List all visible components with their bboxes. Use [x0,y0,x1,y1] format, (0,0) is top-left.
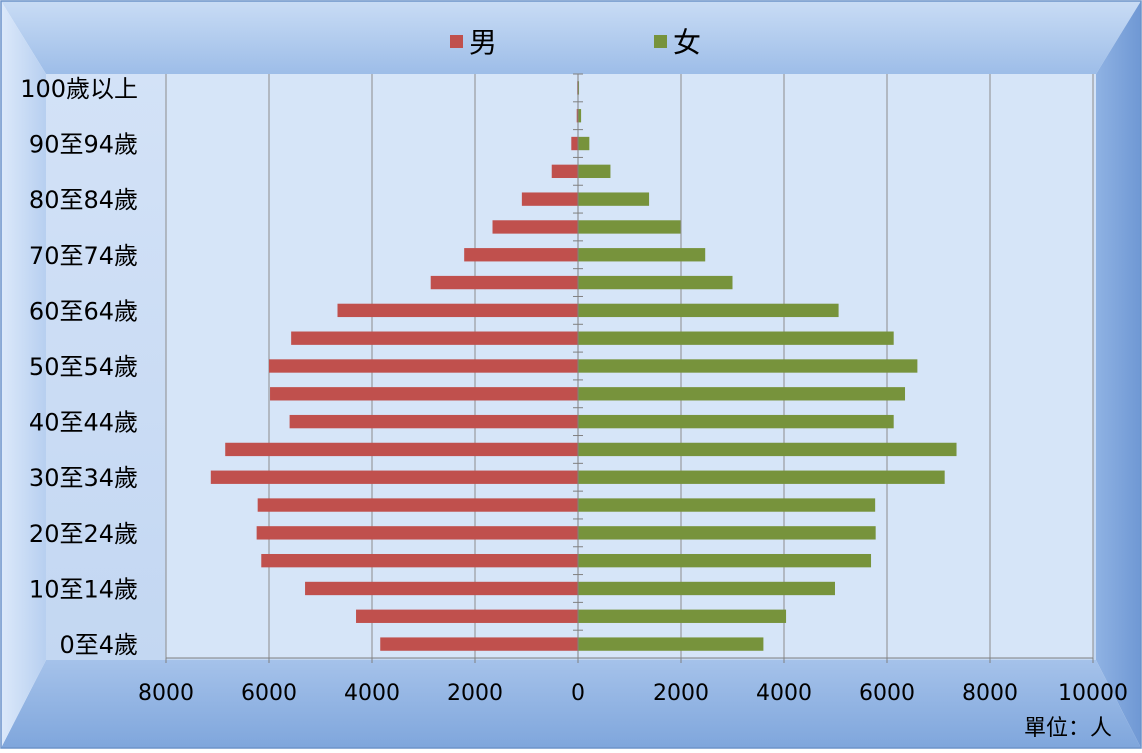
bar-female [578,109,582,123]
bar-male [356,609,578,623]
x-tick-label: 8000 [138,681,194,706]
bar-female [578,136,590,151]
y-tick-label: 40至44歲 [29,409,138,437]
y-axis-tick-labels: 0至4歲 10至14歲 20至24歲 30至34歲 40至44歲 50至54歲 60至64歲… [20,75,138,659]
x-tick-label: 2000 [653,681,709,706]
bar-female [578,248,706,262]
y-tick-label: 20至24歲 [29,520,138,548]
x-tick-label: 4000 [756,681,812,706]
y-tick-label: 50至54歲 [29,353,138,381]
y-tick-label: 30至34歲 [29,464,138,492]
bars [210,81,957,651]
bar-male [257,498,578,512]
bar-female [578,498,876,512]
legend-swatch-male [450,35,463,48]
bar-male [256,526,578,540]
y-tick-label: 60至64歲 [29,297,138,325]
bar-male [337,303,578,318]
legend-label-male: 男 [469,26,497,59]
bar-male [551,164,578,179]
x-tick-label: 0 [571,681,585,706]
bar-female [578,470,945,484]
x-tick-label: 4000 [344,681,400,706]
bar-female [578,414,894,429]
bar-female [578,275,733,290]
bar-female [578,164,611,179]
bar-female [578,553,872,568]
legend-swatch-female [654,35,667,48]
bar-female [578,303,839,318]
y-tick-label: 100歲以上 [20,75,138,103]
x-tick-label: 2000 [447,681,503,706]
bar-female [578,387,906,401]
bar-male [571,136,578,151]
y-tick-label: 70至74歲 [29,242,138,270]
bar-female [578,609,787,623]
bar-male [576,109,578,123]
bar-male [289,414,578,429]
x-tick-label: 8000 [962,681,1018,706]
bar-male [269,359,578,373]
bar-male [270,387,578,401]
bar-male [380,637,578,651]
bar-female [578,331,894,345]
y-tick-label: 80至84歲 [29,186,138,214]
bar-male [291,331,578,345]
x-tick-label: 6000 [859,681,915,706]
bar-female [578,359,918,373]
bar-male [492,220,578,234]
bar-female [578,637,764,651]
bar-female [578,81,580,95]
bar-female [578,220,681,234]
bar-male [430,275,578,290]
bar-male [225,442,578,457]
x-axis-tick-labels: 8000 6000 4000 2000 0 2000 4000 6000 8000 10000 [138,681,1128,706]
bar-male [521,192,578,206]
legend: 男 女 [450,26,701,59]
x-tick-label: 6000 [241,681,297,706]
y-tick-label: 0至4歲 [59,631,138,659]
unit-label: 單位：人 [1024,716,1112,741]
bar-female [578,442,957,457]
bar-female [578,192,650,206]
bar-male [261,553,578,568]
bar-male [210,470,578,484]
axes [165,73,1094,663]
bar-female [578,526,876,540]
legend-label-female: 女 [673,26,701,59]
y-tick-label: 90至94歲 [29,131,138,159]
bar-female [578,581,835,596]
bar-male [464,248,578,262]
x-tick-label: 10000 [1058,681,1128,706]
y-tick-label: 10至14歲 [29,575,138,603]
bar-male [305,581,578,596]
